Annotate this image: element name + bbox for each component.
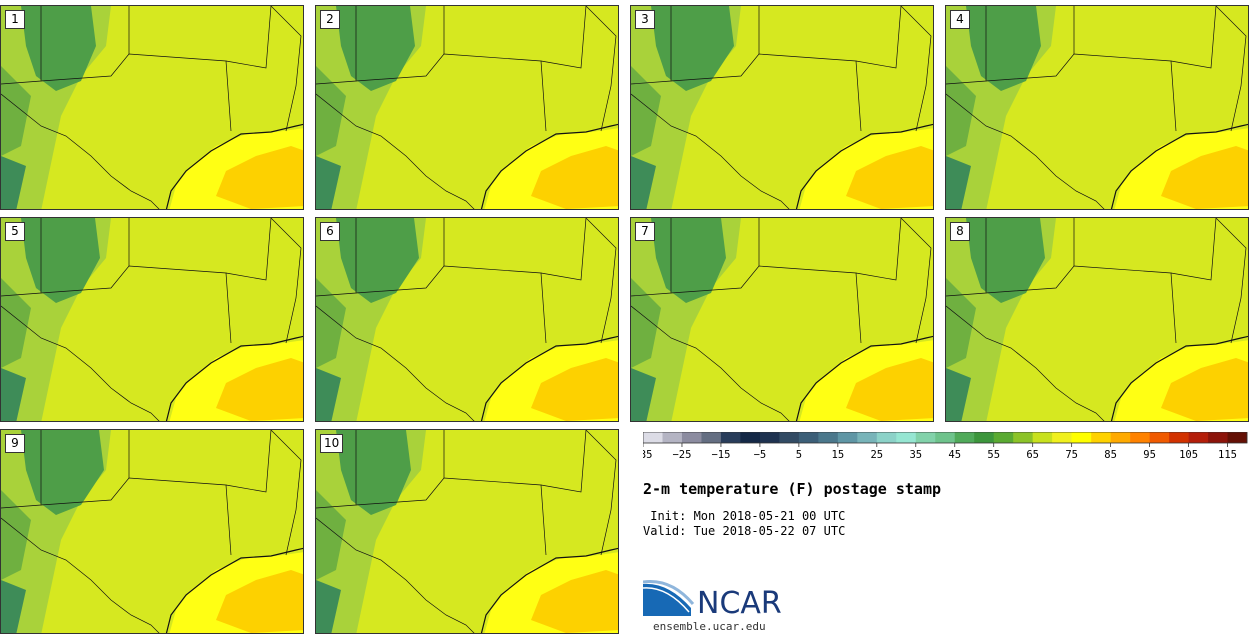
colorbar-swatch <box>798 432 819 443</box>
colorbar-swatch <box>701 432 722 443</box>
ncar-logo-icon <box>643 579 695 616</box>
colorbar-swatch <box>779 432 800 443</box>
map-panel-2: 2 <box>315 5 619 210</box>
colorbar-tick-label: −5 <box>754 449 767 461</box>
colorbar-swatch <box>1071 432 1092 443</box>
colorbar-swatch <box>1091 432 1111 443</box>
colorbar-tick-label: −25 <box>672 449 691 461</box>
panel-number: 1 <box>5 10 25 29</box>
colorbar-swatch <box>915 432 936 443</box>
panel-number: 9 <box>5 434 25 453</box>
logo-url: ensemble.ucar.edu <box>653 620 766 633</box>
temperature-field-map <box>946 6 1248 209</box>
colorbar-swatch <box>876 432 897 443</box>
colorbar-tick-label: 35 <box>909 449 922 461</box>
colorbar-tick-label: 25 <box>870 449 883 461</box>
map-panel-7: 7 <box>630 217 934 422</box>
valid-time: Valid: Tue 2018-05-22 07 UTC <box>643 524 846 538</box>
logo-wordmark: NCAR <box>697 586 782 621</box>
temperature-field-map <box>316 6 618 209</box>
colorbar-swatch <box>974 432 995 443</box>
colorbar-swatch <box>720 432 741 443</box>
colorbar-swatch <box>1227 432 1248 443</box>
panel-number: 7 <box>635 222 655 241</box>
colorbar-legend: −35 −25 −15 −5 5 15 25 35 45 55 65 75 85 95 105 115 <box>643 432 1248 461</box>
colorbar-tick-label: 85 <box>1104 449 1117 461</box>
map-panel-9: 9 <box>0 429 304 634</box>
colorbar-swatch <box>857 432 878 443</box>
colorbar-swatch <box>1188 432 1209 443</box>
colorbar-tick-label: 115 <box>1218 449 1237 461</box>
colorbar-swatch <box>1032 432 1053 443</box>
colorbar-swatch <box>740 432 761 443</box>
temperature-field-map <box>1 218 303 421</box>
map-panel-5: 5 <box>0 217 304 422</box>
colorbar-swatch <box>896 432 917 443</box>
panel-number: 5 <box>5 222 25 241</box>
map-panel-6: 6 <box>315 217 619 422</box>
colorbar-tick-label: 45 <box>948 449 961 461</box>
colorbar-swatch <box>1110 432 1131 443</box>
panel-number: 4 <box>950 10 970 29</box>
map-panel-3: 3 <box>630 5 934 210</box>
colorbar-swatch <box>681 432 702 443</box>
colorbar-tick-label: 15 <box>832 449 845 461</box>
panel-number: 3 <box>635 10 655 29</box>
map-panel-10: 10 <box>315 429 619 634</box>
temperature-field-map <box>1 6 303 209</box>
panel-number: 2 <box>320 10 340 29</box>
colorbar-tick-label: 55 <box>987 449 1000 461</box>
map-panel-1: 1 <box>0 5 304 210</box>
panel-number: 8 <box>950 222 970 241</box>
colorbar-tick-label: 105 <box>1179 449 1198 461</box>
colorbar-swatch <box>1013 432 1033 443</box>
colorbar-swatch <box>837 432 858 443</box>
colorbar-tick-label: 5 <box>796 449 802 461</box>
colorbar-swatch <box>818 432 839 443</box>
temperature-field-map <box>1 430 303 633</box>
colorbar-swatch <box>643 432 663 443</box>
colorbar-tick-label: 75 <box>1065 449 1078 461</box>
temperature-field-map <box>631 218 933 421</box>
map-panel-8: 8 <box>945 217 1249 422</box>
panel-number: 6 <box>320 222 340 241</box>
panel-number: 10 <box>320 434 344 453</box>
colorbar-swatch <box>993 432 1014 443</box>
colorbar-tick-label: −15 <box>711 449 730 461</box>
map-panel-4: 4 <box>945 5 1249 210</box>
temperature-field-map <box>316 430 618 633</box>
colorbar-swatch <box>1052 432 1072 443</box>
colorbar-tick-label: −35 <box>643 449 652 461</box>
temperature-field-map <box>946 218 1248 421</box>
colorbar-swatch <box>759 432 780 443</box>
colorbar-swatch <box>935 432 956 443</box>
colorbar-tick-label: 95 <box>1143 449 1156 461</box>
temperature-field-map <box>631 6 933 209</box>
colorbar-swatch <box>1208 432 1228 443</box>
colorbar-tick-label: 65 <box>1026 449 1039 461</box>
init-time: Init: Mon 2018-05-21 00 UTC <box>643 509 846 523</box>
colorbar-swatch <box>954 432 975 443</box>
colorbar-swatch <box>1169 432 1189 443</box>
colorbar-swatch <box>1149 432 1170 443</box>
colorbar-swatch <box>662 432 683 443</box>
chart-title: 2-m temperature (F) postage stamp <box>643 480 942 498</box>
colorbar-swatch <box>1130 432 1150 443</box>
temperature-field-map <box>316 218 618 421</box>
